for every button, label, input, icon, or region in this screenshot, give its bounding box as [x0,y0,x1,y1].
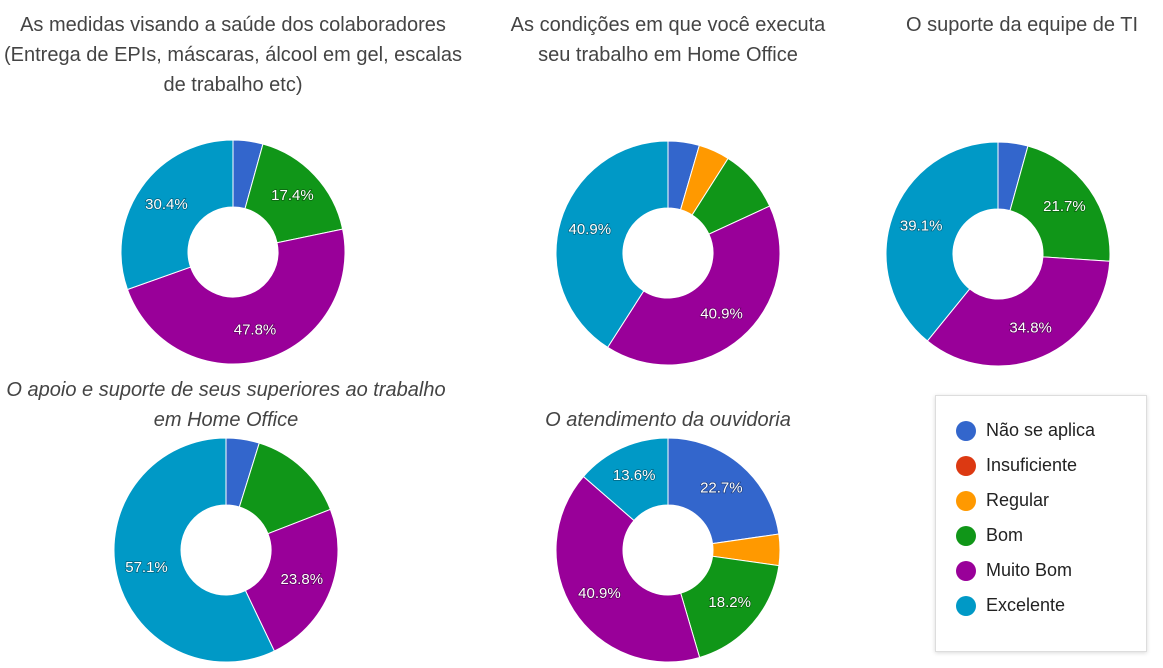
chart-title: O suporte da equipe de TI [905,14,1138,36]
slice [926,256,1111,367]
legend-swatch [956,420,976,441]
slice-label: 39.1% [900,218,943,235]
slice-label: 57.1% [125,559,168,576]
slice [244,508,339,652]
slice [244,143,344,244]
legend-swatch [956,595,976,616]
slice [555,140,669,349]
legend-item: Excelente [956,595,1065,616]
slice [582,437,669,522]
legend-swatch [956,455,976,476]
slice-label: 21.7% [1043,198,1086,215]
slice-label: 30.4% [145,196,188,213]
legend: Não se aplica Insuficiente Regular Bom Muito… [935,395,1147,652]
slice-label: 40.9% [578,585,621,602]
legend-label: Excelente [986,595,1066,615]
slice-label: 17.4% [271,187,314,204]
slice-label: 18.2% [708,594,751,611]
legend-label: Insuficiente [986,455,1078,475]
slice-label: 13.6% [613,467,656,484]
slice [555,475,701,663]
slice [680,555,780,659]
slice-label: 47.8% [234,321,277,338]
legend-label: Muito Bom [986,560,1073,580]
legend-label: Não se aplica [986,420,1096,440]
slice-label: 40.9% [569,221,612,238]
legend-item: Insuficiente [956,455,1077,476]
slice [126,228,346,365]
legend-item: Muito Bom [956,560,1072,581]
legend-label: Bom [986,525,1024,545]
slice [667,437,780,545]
legend-item: Regular [956,490,1049,511]
slice [113,437,275,663]
chart-title: O atendimento da ouvidoria [545,409,791,431]
slice-label: 34.8% [1009,320,1052,337]
legend-item: Bom [956,525,1023,546]
legend-item: Não se aplica [956,420,1095,441]
legend-swatch [956,525,976,546]
slice [120,139,234,291]
slice [606,205,781,366]
legend-swatch [956,560,976,581]
chart-title: As medidas visando a saúde dos colaborad… [4,14,462,96]
slice [1009,145,1111,262]
chart-title: As condições em que você executa seu tra… [510,14,826,66]
chart-title: O apoio e suporte de seus superiores ao … [6,379,446,431]
slice-label: 23.8% [281,571,324,588]
legend-swatch [956,490,976,511]
slice [885,141,999,342]
legend-label: Regular [986,490,1050,510]
slice-label: 40.9% [700,305,743,322]
slice-label: 22.7% [700,479,743,496]
